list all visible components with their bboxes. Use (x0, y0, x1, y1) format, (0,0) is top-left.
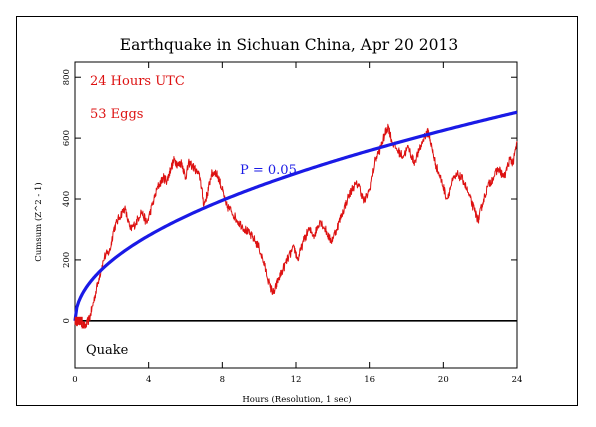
x-tick-label: 4 (146, 375, 151, 385)
p05-curve (73, 110, 518, 322)
probability-label: P = 0.05 (240, 163, 297, 178)
y-tick-label: 600 (62, 130, 72, 146)
quake-label: Quake (86, 343, 129, 358)
x-tick-label: 12 (291, 375, 302, 385)
x-tick-label: 24 (512, 375, 523, 385)
x-tick-label: 16 (364, 375, 375, 385)
chart-title: Earthquake in Sichuan China, Apr 20 2013 (120, 36, 458, 54)
x-tick-label: 20 (438, 375, 449, 385)
x-tick-label: 8 (220, 375, 225, 385)
cumsum-trace (74, 123, 518, 329)
x-tick-label: 0 (72, 375, 77, 385)
x-axis-label: Hours (Resolution, 1 sec) (242, 394, 351, 405)
series-layer (73, 110, 518, 329)
chart-frame (16, 16, 578, 406)
quake-marker (74, 316, 83, 325)
y-tick-label: 800 (62, 69, 72, 85)
y-tick-label: 400 (62, 191, 72, 207)
eggs-label: 53 Eggs (90, 107, 143, 122)
axis-ticks: 0 4 8 12 16 20 24 0 200 400 600 800 (62, 62, 522, 385)
time-window-label: 24 Hours UTC (90, 74, 185, 89)
y-axis-label: Cumsum (Z^2 - 1) (33, 182, 44, 261)
y-tick-label: 200 (62, 252, 72, 268)
y-tick-label: 0 (62, 318, 72, 323)
